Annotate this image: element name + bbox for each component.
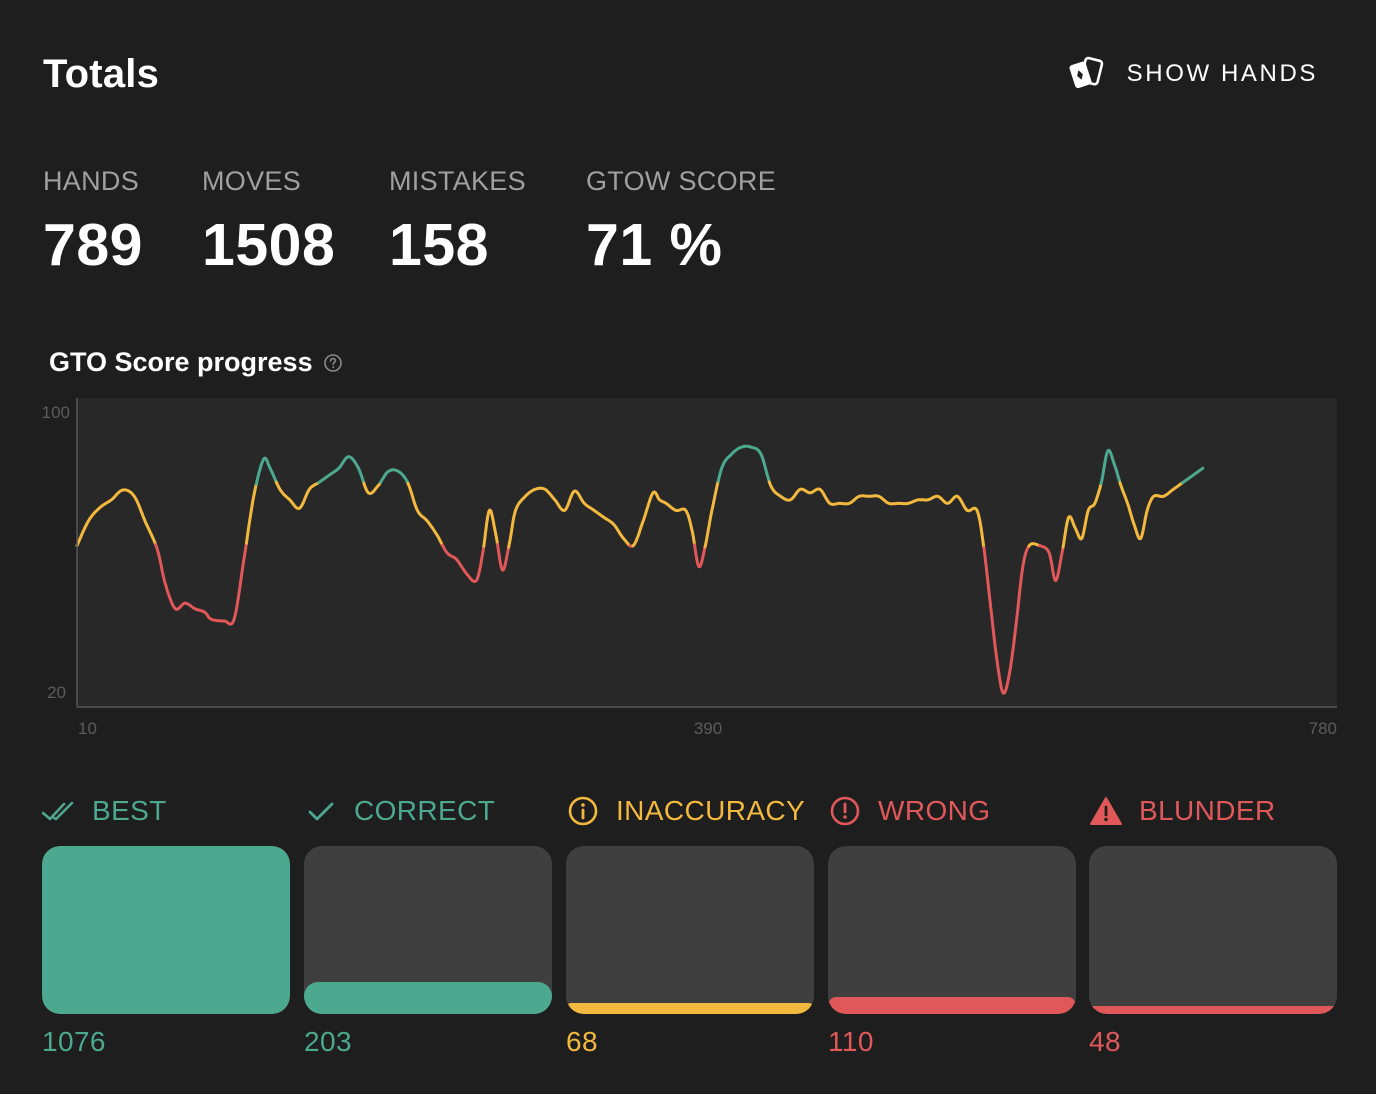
chart-title: GTO Score progress (49, 347, 343, 378)
y-tick-label: 20 (47, 683, 66, 702)
stat-label: GTOW SCORE (586, 166, 777, 196)
category-name: BLUNDER (1139, 795, 1276, 826)
score-line-segment (1099, 448, 1122, 486)
category-bar-fill (304, 982, 552, 1014)
category-bar (1089, 846, 1337, 1014)
x-tick-label: 390 (694, 719, 722, 738)
score-line-segment (982, 544, 1031, 695)
category-best: BEST 1076 (42, 790, 290, 1057)
score-line-segment (703, 479, 720, 549)
warning-triangle-icon (1090, 797, 1122, 825)
score-line-segment (406, 481, 444, 547)
score-line-segment (379, 468, 410, 485)
x-tick-label: 10 (78, 719, 97, 738)
category-name: BEST (92, 795, 167, 826)
category-bar-fill (42, 846, 290, 1014)
score-line-segment (362, 480, 382, 495)
stat-hands: HANDS 789 (43, 166, 143, 279)
chart-plot-area (77, 398, 1337, 707)
category-bar-fill (1089, 1006, 1337, 1014)
score-line-segment (244, 482, 258, 545)
score-line-segment (1181, 466, 1205, 485)
score-line-segment (254, 456, 278, 486)
score-line-segment (1038, 544, 1065, 583)
category-bar (42, 846, 290, 1014)
page-title: Totals (43, 52, 160, 96)
score-line-segment (507, 486, 632, 549)
category-name: CORRECT (354, 795, 496, 826)
stat-mistakes: MISTAKES 158 (389, 166, 526, 279)
category-correct: CORRECT 203 (304, 790, 552, 1057)
category-name: INACCURACY (616, 795, 806, 826)
category-header: WRONG (828, 790, 1076, 832)
info-circle-icon (568, 796, 598, 826)
stat-label: MOVES (202, 166, 302, 196)
chart-title-text: GTO Score progress (49, 347, 313, 377)
stat-value: 158 (389, 212, 489, 278)
category-bar-fill (566, 1003, 814, 1014)
category-bar (304, 846, 552, 1014)
check-icon (308, 802, 334, 821)
category-inaccuracy: INACCURACY 68 (566, 790, 814, 1057)
show-hands-label: SHOW HANDS (1126, 60, 1318, 87)
y-tick-label: 100 (42, 403, 70, 422)
category-count: 110 (828, 1026, 874, 1057)
score-line-segment (716, 444, 771, 484)
category-count: 48 (1089, 1026, 1121, 1057)
question-circle-icon[interactable] (323, 353, 343, 373)
score-line-segment (1118, 481, 1185, 541)
category-header: BEST (42, 790, 290, 832)
score-line-segment (482, 508, 499, 548)
exclamation-circle-icon (830, 796, 860, 826)
category-header: CORRECT (304, 790, 552, 832)
score-line-segment (440, 543, 486, 583)
double-check-icon (42, 801, 74, 821)
score-line-segment (631, 490, 697, 548)
score-line-segment (693, 543, 707, 569)
stat-gtow-score: GTOW SCORE 71 % (586, 166, 776, 279)
stat-moves: MOVES 1508 (202, 166, 335, 279)
stat-value: 789 (43, 212, 143, 278)
category-bar-fill (828, 996, 1076, 1014)
category-count: 203 (304, 1026, 352, 1057)
category-count: 68 (566, 1026, 598, 1057)
score-line-segment (274, 480, 321, 510)
category-wrong: WRONG 110 (828, 790, 1076, 1057)
score-line-segment (317, 455, 366, 485)
stat-label: HANDS (43, 166, 140, 196)
playing-cards-icon (1069, 56, 1103, 89)
category-bar (828, 846, 1076, 1014)
category-header: BLUNDER (1089, 790, 1337, 832)
category-bar (566, 846, 814, 1014)
score-line-segment (1061, 482, 1103, 549)
category-blunder: BLUNDER 48 (1089, 790, 1337, 1057)
show-hands-button[interactable]: SHOW HANDS (1069, 56, 1318, 92)
score-line-segment (1027, 542, 1042, 548)
x-tick-label: 780 (1309, 719, 1337, 738)
stat-value: 1508 (202, 212, 336, 278)
score-line-segment (767, 480, 986, 550)
stat-value: 71 % (586, 212, 723, 278)
category-header: INACCURACY (566, 790, 814, 832)
score-progress-chart: 100 20 10 390 780 (42, 398, 1337, 738)
stat-label: MISTAKES (389, 166, 526, 196)
score-line-segment (75, 488, 158, 547)
score-line-segment (154, 541, 248, 626)
category-count: 1076 (42, 1026, 106, 1057)
category-name: WRONG (878, 795, 991, 826)
score-line-segment (496, 542, 511, 572)
